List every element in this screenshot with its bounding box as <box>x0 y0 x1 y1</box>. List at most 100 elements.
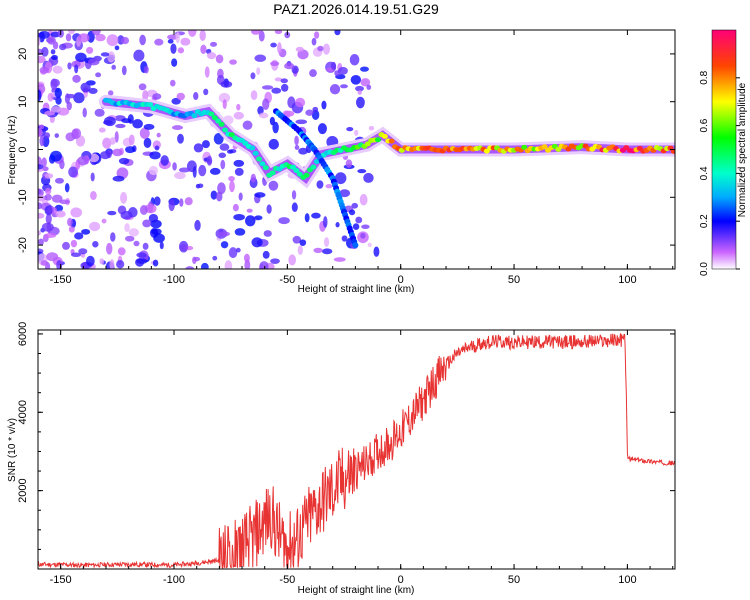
noise-blob <box>242 120 253 130</box>
noise-blob <box>109 137 116 145</box>
ridge-cell <box>521 144 528 150</box>
noise-blob <box>313 31 320 39</box>
noise-blob <box>59 159 65 170</box>
noise-blob <box>142 90 149 102</box>
y-tick-label: 4000 <box>17 400 29 424</box>
noise-blob <box>360 232 366 239</box>
noise-blob <box>277 42 282 54</box>
noise-blob <box>233 159 245 167</box>
noise-blob <box>68 166 79 178</box>
noise-blob <box>38 194 46 202</box>
noise-blob <box>156 132 161 138</box>
noise-blob <box>270 61 280 67</box>
noise-blob <box>44 233 57 238</box>
noise-blob <box>81 228 91 235</box>
noise-blob <box>62 241 70 250</box>
noise-blob <box>128 228 139 237</box>
noise-blob <box>179 198 184 207</box>
noise-blob <box>338 66 348 75</box>
noise-blob <box>309 69 317 78</box>
noise-blob <box>218 152 227 159</box>
noise-blob <box>280 78 288 84</box>
noise-blob <box>323 216 328 228</box>
noise-blob <box>228 247 238 259</box>
noise-blob <box>139 127 150 139</box>
y-tick-label: 2000 <box>17 478 29 502</box>
x-tick-label: -50 <box>279 274 295 286</box>
noise-blob <box>334 172 347 185</box>
noise-blob <box>109 259 115 269</box>
noise-blob <box>311 212 321 219</box>
ridge-cell <box>310 164 317 170</box>
noise-blob <box>121 36 130 45</box>
noise-blob <box>321 248 333 255</box>
noise-blob <box>44 193 52 201</box>
noise-blob <box>250 173 256 183</box>
colorbar-tick-label: 0.0 <box>699 262 710 276</box>
x-tick-label: 50 <box>508 274 520 286</box>
noise-blob <box>38 212 45 219</box>
noise-blob <box>40 260 49 266</box>
noise-blob <box>120 192 128 204</box>
ridge-cell <box>670 148 675 154</box>
noise-blob <box>94 108 105 117</box>
noise-blob <box>74 232 84 240</box>
noise-blob <box>213 132 224 145</box>
noise-blob <box>311 37 317 46</box>
noise-blob <box>72 128 82 139</box>
noise-blob <box>341 235 348 242</box>
noise-blob <box>106 34 119 47</box>
noise-blob <box>159 241 164 250</box>
noise-blob <box>254 54 267 62</box>
noise-blob <box>70 207 83 218</box>
noise-blob <box>348 209 356 216</box>
noise-blob <box>38 202 43 210</box>
noise-blob <box>233 111 245 120</box>
noise-blob <box>232 203 239 212</box>
noise-blob <box>55 177 64 184</box>
noise-blob <box>90 190 97 201</box>
noise-blob <box>246 208 253 213</box>
noise-blob <box>357 168 367 174</box>
noise-blob <box>312 106 319 113</box>
noise-blob <box>117 247 126 256</box>
noise-blob <box>87 30 95 43</box>
noise-blob <box>323 237 330 247</box>
noise-blob <box>100 151 111 160</box>
snr-frame <box>37 329 676 570</box>
noise-blob <box>270 42 277 48</box>
noise-blob <box>120 210 133 220</box>
x-tick-label: -150 <box>50 574 72 586</box>
noise-blob <box>39 30 51 39</box>
colorbar-tick-label: 0.8 <box>699 70 710 84</box>
noise-blob <box>44 187 52 195</box>
noise-blob <box>258 112 269 119</box>
noise-blob <box>206 155 213 166</box>
noise-blob <box>86 255 95 267</box>
noise-blob <box>317 45 324 52</box>
noise-blob <box>193 256 201 262</box>
noise-blob <box>143 65 149 74</box>
snr-series-line <box>38 333 675 569</box>
noise-blob <box>209 167 221 175</box>
noise-blob <box>127 114 134 124</box>
noise-blob <box>136 252 147 258</box>
noise-blob <box>345 159 353 168</box>
noise-blob <box>135 258 145 267</box>
noise-blob <box>217 182 226 195</box>
noise-blob <box>251 237 263 248</box>
noise-blob <box>50 106 62 113</box>
noise-blob <box>143 137 152 148</box>
noise-blob <box>313 247 323 253</box>
colorbar-label: Normalized spectral amplitude <box>737 82 748 217</box>
noise-blob <box>67 62 72 70</box>
noise-blob <box>291 202 298 212</box>
colorbar-tick-label: 0.6 <box>699 118 710 132</box>
ridge-cell <box>211 115 218 121</box>
noise-blob <box>367 242 372 248</box>
noise-blob <box>153 233 165 243</box>
noise-blob <box>51 54 58 61</box>
noise-blob <box>171 125 183 131</box>
colorbar-tick-label: 0.2 <box>699 214 710 228</box>
